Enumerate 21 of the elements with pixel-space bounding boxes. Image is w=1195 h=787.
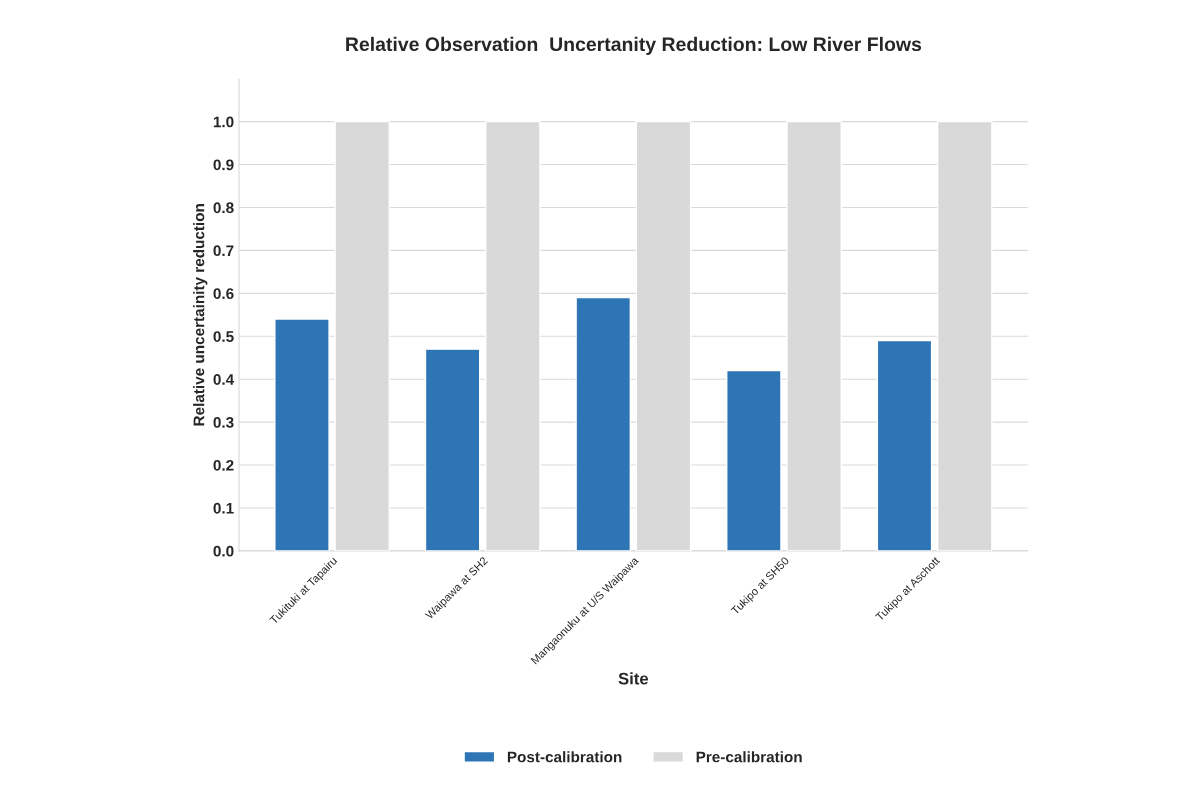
y-tick-label: 0.9 xyxy=(213,159,234,171)
bar xyxy=(575,296,632,551)
y-tick-label: 0.4 xyxy=(213,374,235,385)
legend-label: Pre-calibration xyxy=(696,751,802,763)
bar xyxy=(876,339,933,551)
bar xyxy=(726,369,782,551)
bar xyxy=(424,348,481,551)
y-tick-label: 0.3 xyxy=(213,416,234,428)
y-tick-label: 0.5 xyxy=(213,331,234,342)
bar xyxy=(274,318,330,551)
y-tick-label: 1.0 xyxy=(213,116,234,128)
y-tick-label: 0.2 xyxy=(213,459,234,471)
y-tick-label: 0.0 xyxy=(213,545,234,557)
x-axis-title: Site xyxy=(618,672,649,685)
chart-title: Relative Observation Uncertanity Reduction: Low River Flows xyxy=(346,36,922,55)
y-tick-label: 0.7 xyxy=(213,245,234,257)
y-axis-title: Relative uncertainity reduction xyxy=(193,204,208,426)
y-tick-label: 0.1 xyxy=(213,502,234,514)
y-tick-label: 0.6 xyxy=(213,288,234,300)
legend-label: Post-calibration xyxy=(507,751,622,763)
y-tick-label: 0.8 xyxy=(213,202,234,214)
